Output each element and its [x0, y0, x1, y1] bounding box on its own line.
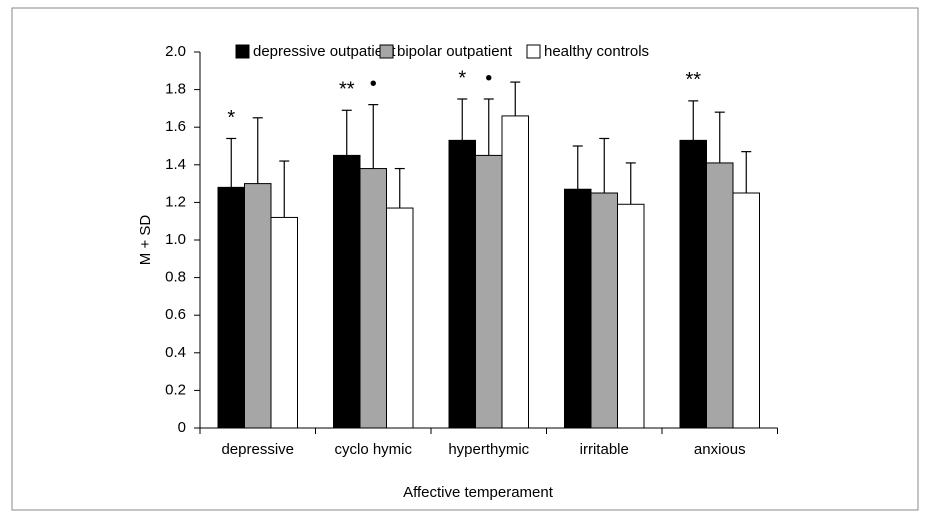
legend-swatch — [379, 44, 394, 59]
legend-label: bipolar outpatient — [397, 43, 513, 60]
bar — [732, 192, 760, 429]
y-tick-label: 0.4 — [165, 344, 186, 361]
x-tick-label: irritable — [580, 441, 629, 458]
annotation: ** — [339, 79, 355, 101]
bar — [217, 186, 245, 429]
legend-swatch — [526, 44, 541, 59]
bar — [386, 207, 414, 429]
bar — [564, 188, 592, 429]
annotation: • — [485, 67, 492, 89]
bar — [679, 139, 707, 429]
y-tick-label: 0.6 — [165, 306, 186, 323]
bar — [501, 115, 529, 429]
y-tick-label: 1.6 — [165, 118, 186, 135]
y-axis-label: M + SD — [137, 215, 154, 266]
x-tick-label: hyperthymic — [448, 441, 529, 458]
x-tick-label: depressive — [221, 441, 294, 458]
y-tick-label: 1.0 — [165, 231, 186, 248]
y-tick-label: 2.0 — [165, 43, 186, 60]
legend-swatch — [235, 44, 250, 59]
annotation: • — [370, 73, 377, 95]
bar — [244, 183, 272, 429]
y-tick-label: 1.4 — [165, 156, 186, 173]
bar — [617, 203, 645, 429]
y-tick-label: 0.8 — [165, 269, 186, 286]
y-tick-label: 0.2 — [165, 381, 186, 398]
y-tick-label: 1.2 — [165, 193, 186, 210]
annotation: * — [227, 107, 235, 129]
legend-label: healthy controls — [544, 43, 649, 60]
bar — [475, 154, 503, 429]
bar — [706, 162, 734, 429]
x-axis-label: Affective temperament — [403, 484, 554, 501]
bar — [270, 216, 298, 429]
bar — [333, 154, 361, 429]
annotation: ** — [685, 69, 701, 91]
y-tick-label: 0 — [178, 419, 186, 436]
y-tick-label: 1.8 — [165, 81, 186, 98]
bar — [448, 139, 476, 429]
bar — [590, 192, 618, 429]
x-tick-label: cyclo hymic — [334, 441, 412, 458]
legend-label: depressive outpatient — [253, 43, 396, 60]
bar — [359, 168, 387, 429]
annotation: * — [458, 67, 466, 89]
x-tick-label: anxious — [694, 441, 746, 458]
